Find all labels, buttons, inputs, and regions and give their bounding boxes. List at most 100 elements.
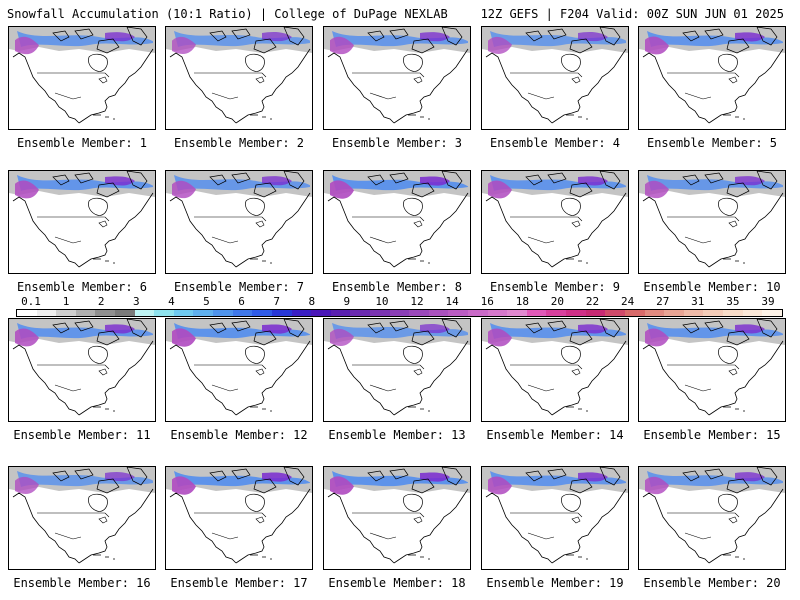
colorbar-tick-label: 14 xyxy=(445,295,459,308)
arctic-islands xyxy=(682,172,750,198)
colorbar-segment xyxy=(17,310,37,316)
member-map-9 xyxy=(481,170,629,274)
coastline xyxy=(12,340,154,416)
colorbar-tick-label: 9 xyxy=(343,295,351,308)
colorbar-segment xyxy=(173,310,194,316)
caribbean-islands xyxy=(93,114,115,120)
arctic-islands xyxy=(525,28,593,54)
arctic-islands xyxy=(209,172,277,198)
colorbar-tick-label: 39 xyxy=(761,295,775,308)
member-caption: Ensemble Member: 14 xyxy=(486,428,624,442)
snowfall-heavy-core xyxy=(488,328,512,347)
member-caption: Ensemble Member: 1 xyxy=(16,136,148,150)
hudson-bay xyxy=(718,53,738,72)
colorbar-segment xyxy=(252,310,272,316)
hudson-bay xyxy=(403,53,423,72)
political-borders xyxy=(194,512,267,540)
member-caption: Ensemble Member: 12 xyxy=(170,428,308,442)
colorbar-tick-label: 24 xyxy=(620,295,635,308)
hudson-bay xyxy=(245,345,265,364)
political-borders xyxy=(37,72,110,100)
member-caption: Ensemble Member: 15 xyxy=(643,428,781,442)
snowfall-heavy-core xyxy=(488,476,512,495)
snowfall-blue-swath xyxy=(332,31,468,47)
snowfall-heavy-core xyxy=(645,180,669,199)
coastline xyxy=(327,48,469,124)
snowfall-heavy-core xyxy=(172,36,196,54)
greenland-coast xyxy=(599,171,621,190)
colorbar-segment xyxy=(115,310,135,316)
hudson-bay xyxy=(245,493,265,512)
greenland-coast xyxy=(126,467,148,486)
coastline xyxy=(485,48,627,124)
snowfall-heavy-core xyxy=(488,180,512,199)
member-map-11 xyxy=(8,318,156,422)
coastline xyxy=(642,488,784,564)
colorbar-tick-label: 6 xyxy=(238,295,245,308)
caribbean-islands xyxy=(250,554,272,560)
political-borders xyxy=(37,512,110,540)
arctic-islands xyxy=(52,172,120,198)
caribbean-islands xyxy=(250,258,272,264)
political-borders xyxy=(667,216,740,244)
caribbean-islands xyxy=(566,114,588,120)
member-caption: Ensemble Member: 6 xyxy=(16,280,148,294)
snowfall-heavy-core xyxy=(15,36,39,55)
greenland-coast xyxy=(756,27,778,46)
coastline xyxy=(642,192,784,268)
coastline xyxy=(169,340,311,416)
member-map-14 xyxy=(481,318,629,422)
political-borders xyxy=(194,364,267,392)
arctic-islands xyxy=(367,320,435,346)
colorbar-segment xyxy=(311,310,331,316)
member-map-4 xyxy=(481,26,629,130)
colorbar-segment xyxy=(193,310,214,316)
arctic-islands xyxy=(525,320,593,346)
political-borders xyxy=(37,364,110,392)
member-map-8 xyxy=(323,170,471,274)
member-map-16 xyxy=(8,466,156,570)
coastline xyxy=(327,488,469,564)
snowfall-blue-swath xyxy=(17,175,153,191)
member-caption: Ensemble Member: 13 xyxy=(328,428,466,442)
snowfall-blue-swath xyxy=(332,323,468,339)
member-map-15 xyxy=(638,318,786,422)
snowfall-blue-swath xyxy=(174,323,310,339)
snowfall-heavy-core xyxy=(330,36,354,55)
coastline xyxy=(12,192,154,268)
coastline xyxy=(327,192,469,268)
snowfall-blue-swath xyxy=(17,31,153,47)
member-map-20 xyxy=(638,466,786,570)
hudson-bay xyxy=(561,493,581,512)
member-map-6 xyxy=(8,170,156,274)
snowfall-blue-swath xyxy=(490,31,626,47)
hudson-bay xyxy=(561,197,581,216)
snowfall-blue-swath xyxy=(490,471,626,487)
colorbar-tick-label: 1 xyxy=(62,295,70,308)
colorbar-tick-label: 8 xyxy=(308,295,316,308)
member-map-3 xyxy=(323,26,471,130)
colorbar-segment xyxy=(703,310,723,316)
hudson-bay xyxy=(561,345,581,364)
arctic-islands xyxy=(209,468,277,494)
hudson-bay xyxy=(403,345,423,364)
colorbar-tick-label: 7 xyxy=(273,295,280,308)
snowfall-colorbar xyxy=(16,309,783,317)
greenland-coast xyxy=(126,27,148,46)
colorbar-tick-label: 5 xyxy=(203,295,210,308)
colorbar-tick-label: 4 xyxy=(168,295,175,308)
member-map-5 xyxy=(638,26,786,130)
snowfall-heavy-core xyxy=(330,328,354,346)
caribbean-islands xyxy=(723,554,745,560)
snowfall-blue-swath xyxy=(490,175,626,191)
snowfall-blue-swath xyxy=(174,471,310,487)
arctic-islands xyxy=(209,28,277,54)
map-title: Snowfall Accumulation (10:1 Ratio) | Col… xyxy=(7,7,448,21)
member-map-19 xyxy=(481,466,629,570)
snowfall-blue-swath xyxy=(174,31,310,47)
political-borders xyxy=(667,364,740,392)
greenland-coast xyxy=(441,27,463,46)
colorbar-segment xyxy=(134,310,155,316)
colorbar-segment xyxy=(644,310,665,316)
snowfall-blue-swath xyxy=(332,175,468,191)
